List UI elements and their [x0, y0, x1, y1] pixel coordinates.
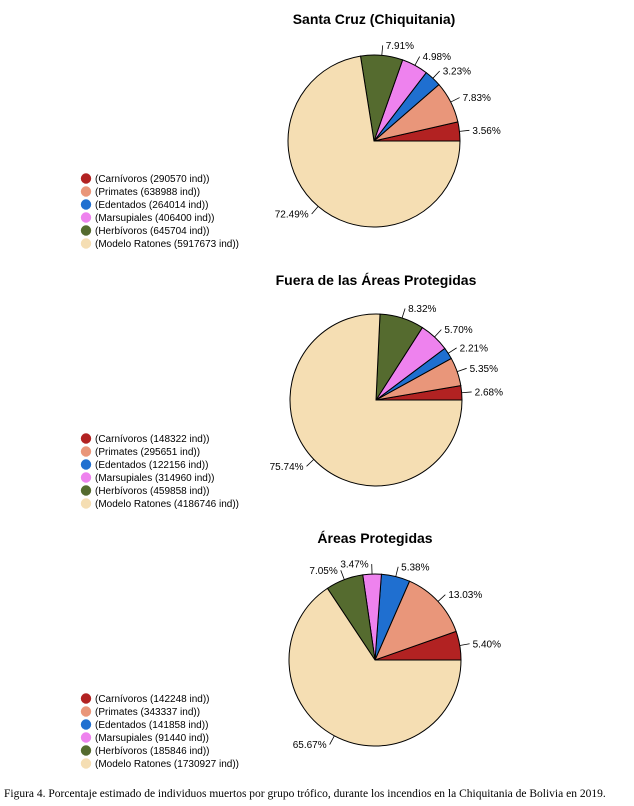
legend-label: (Carnívoros (290570 ind))	[95, 174, 210, 185]
slice-percent-label: 7.05%	[309, 566, 337, 577]
slice-percent-label: 2.21%	[460, 343, 488, 354]
label-leader-line	[329, 735, 335, 745]
legend-swatch-herbivoros	[80, 485, 92, 496]
slice-percent-label: 75.74%	[270, 462, 304, 473]
label-leader-line	[434, 329, 442, 338]
pie-chart-1: Santa Cruz (Chiquitania) 3.56% (Carnívoros…	[80, 11, 501, 250]
label-leader-line	[459, 129, 470, 132]
slice-percent-label: 7.83%	[463, 93, 491, 104]
label-leader-line	[457, 367, 467, 372]
slice-percent-label: 5.38%	[401, 562, 429, 573]
label-leader-line	[450, 97, 460, 103]
slice-percent-label: 5.35%	[470, 364, 498, 375]
legend-swatch-marsupiales	[80, 212, 92, 223]
label-leader-line	[432, 70, 440, 79]
pie-chart-3: Áreas Protegidas 5.40% (Carnívoros (142248…	[80, 530, 501, 770]
legend-label: (Edentados (264014 ind))	[95, 200, 208, 211]
label-leader-line	[437, 594, 446, 602]
legend-swatch-carnivoros	[80, 433, 92, 444]
slice-percent-label: 2.68%	[475, 387, 503, 398]
label-leader-line	[459, 643, 470, 646]
legend-label: (Carnívoros (148322 ind))	[95, 434, 210, 445]
legend-swatch-marsupiales	[80, 472, 92, 483]
legend-swatch-carnivoros	[80, 693, 92, 704]
legend-swatch-edentados	[80, 199, 92, 210]
legend-label: (Modelo Ratones (5917673 ind))	[95, 239, 239, 250]
legend-label: (Marsupiales (314960 ind))	[95, 473, 215, 484]
legend-swatch-edentados	[80, 719, 92, 730]
chart-title: Áreas Protegidas	[317, 530, 432, 546]
pie-chart-2: Fuera de las Áreas Protegidas 2.68% (Carní…	[80, 272, 503, 510]
slice-percent-label: 3.47%	[340, 560, 368, 571]
slice-percent-label: 3.56%	[472, 126, 500, 137]
pie-slice-modeloratones	[289, 313, 463, 487]
legend-swatch-herbivoros	[80, 225, 92, 236]
legend-swatch-carnivoros	[80, 173, 92, 184]
label-leader-line	[401, 308, 406, 319]
legend-label: (Edentados (122156 ind))	[95, 460, 208, 471]
slice-percent-label: 72.49%	[275, 210, 309, 221]
label-leader-line	[311, 206, 319, 215]
legend-label: (Primates (295651 ind))	[95, 447, 200, 458]
legend-label: (Carnívoros (142248 ind))	[95, 694, 210, 705]
slice-percent-label: 8.32%	[408, 304, 436, 315]
label-leader-line	[395, 566, 399, 577]
slice-percent-label: 3.23%	[443, 67, 471, 78]
slice-percent-label: 5.70%	[444, 325, 472, 336]
charts-group: Santa Cruz (Chiquitania) 3.56% (Carnívoros…	[80, 11, 503, 770]
legend-label: (Herbívoros (459858 ind))	[95, 486, 210, 497]
legend-swatch-primates	[80, 706, 92, 717]
legend-swatch-primates	[80, 446, 92, 457]
pie-slice-modeloratones	[287, 55, 461, 228]
legend-swatch-modeloratones	[80, 238, 92, 249]
legend-label: (Primates (343337 ind))	[95, 707, 200, 718]
legend-label: (Marsupiales (406400 ind))	[95, 213, 215, 224]
slice-percent-label: 13.03%	[448, 590, 482, 601]
legend-label: (Modelo Ratones (1730927 ind))	[95, 759, 239, 770]
label-leader-line	[381, 45, 384, 56]
figure-caption: Figura 4. Porcentaje estimado de individ…	[4, 788, 606, 800]
legend-label: (Herbívoros (645704 ind))	[95, 226, 210, 237]
chart-title: Santa Cruz (Chiquitania)	[293, 11, 456, 27]
legend-label: (Herbívoros (185846 ind))	[95, 746, 210, 757]
label-leader-line	[461, 391, 472, 394]
legend-swatch-modeloratones	[80, 498, 92, 509]
legend-label: (Primates (638988 ind))	[95, 187, 200, 198]
pie-slice-modeloratones	[288, 587, 462, 747]
legend-swatch-modeloratones	[80, 758, 92, 769]
slice-percent-label: 5.40%	[473, 639, 501, 650]
slice-percent-label: 65.67%	[293, 740, 327, 751]
legend-label: (Marsupiales (91440 ind))	[95, 733, 209, 744]
legend-label: (Edentados (141858 ind))	[95, 720, 208, 731]
legend-label: (Modelo Ratones (4186746 ind))	[95, 499, 239, 510]
legend-swatch-herbivoros	[80, 745, 92, 756]
legend-swatch-edentados	[80, 459, 92, 470]
legend-swatch-marsupiales	[80, 732, 92, 743]
label-leader-line	[340, 570, 345, 580]
chart-title: Fuera de las Áreas Protegidas	[276, 272, 477, 288]
slice-percent-label: 7.91%	[386, 41, 414, 52]
legend-swatch-primates	[80, 186, 92, 197]
label-leader-line	[306, 459, 315, 467]
label-leader-line	[414, 56, 421, 66]
label-leader-line	[448, 347, 457, 354]
slice-percent-label: 4.98%	[423, 52, 451, 63]
